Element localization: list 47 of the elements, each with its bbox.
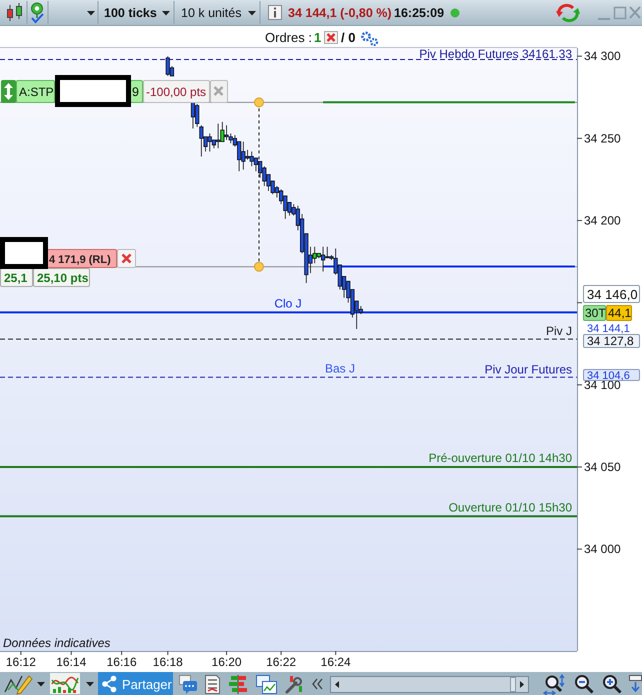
text: 34 146,0 (587, 287, 638, 302)
text: Ordres : (265, 30, 312, 45)
text: Partager (122, 677, 173, 692)
candlestick (250, 151, 254, 167)
candlestick (195, 103, 200, 128)
ref-line-label: Piv Jour Futures (484, 362, 572, 376)
annotation: -100,00 pts (146, 85, 206, 99)
text: 10 k unités (181, 6, 242, 20)
annotation: 25,10 pts (37, 271, 89, 285)
candlestick (224, 124, 229, 140)
y-tick-label: 34 050 (584, 460, 622, 474)
text: / 0 (341, 30, 356, 45)
candlestick (241, 141, 246, 170)
ref-line-label: Piv Hebdo Futures 34161.33 (419, 47, 572, 61)
candlestick (321, 246, 326, 272)
candlestick (190, 100, 196, 129)
text: 100 ticks (104, 6, 157, 20)
text: 34 127,8 (587, 334, 634, 348)
annotation: 9 (132, 85, 139, 99)
candlestick (199, 124, 204, 157)
x-tick-label: 16:16 (106, 655, 137, 669)
ref-line-label: Ouverture 01/10 15h30 (448, 500, 572, 514)
annotation: 25,1 (4, 271, 28, 285)
annotation: 4 171,9 (RL) (49, 254, 112, 266)
annotation: A:STP (19, 85, 54, 99)
text: 16:25:09 (394, 6, 444, 20)
text: 1 (314, 30, 322, 45)
text: 34 144,1 (-0,80 %) (288, 6, 392, 20)
y-tick-label: 34 200 (584, 214, 622, 228)
x-tick-label: 16:24 (320, 655, 352, 669)
y-tick-label: 34 000 (584, 542, 622, 556)
text: 34 144,1 (587, 323, 630, 335)
x-tick-label: 16:22 (266, 655, 296, 669)
x-tick-label: 16:20 (212, 655, 242, 669)
y-tick-label: 34 300 (584, 49, 622, 64)
y-tick-label: 34 250 (584, 131, 622, 146)
candlestick (208, 133, 212, 152)
x-tick-label: 16:18 (152, 655, 184, 669)
x-tick-label: 16:12 (6, 655, 36, 669)
candlestick (216, 123, 220, 149)
x-tick-label: 16:14 (56, 655, 87, 669)
annotation: Bas J (324, 361, 356, 376)
ref-line-label: Pré-ouverture 01/10 14h30 (428, 450, 572, 465)
annotation: Données indicatives (3, 636, 110, 650)
ref-line-label: Clo J (274, 296, 302, 310)
candlestick (166, 56, 170, 76)
ref-line-label: Piv J (546, 324, 572, 338)
